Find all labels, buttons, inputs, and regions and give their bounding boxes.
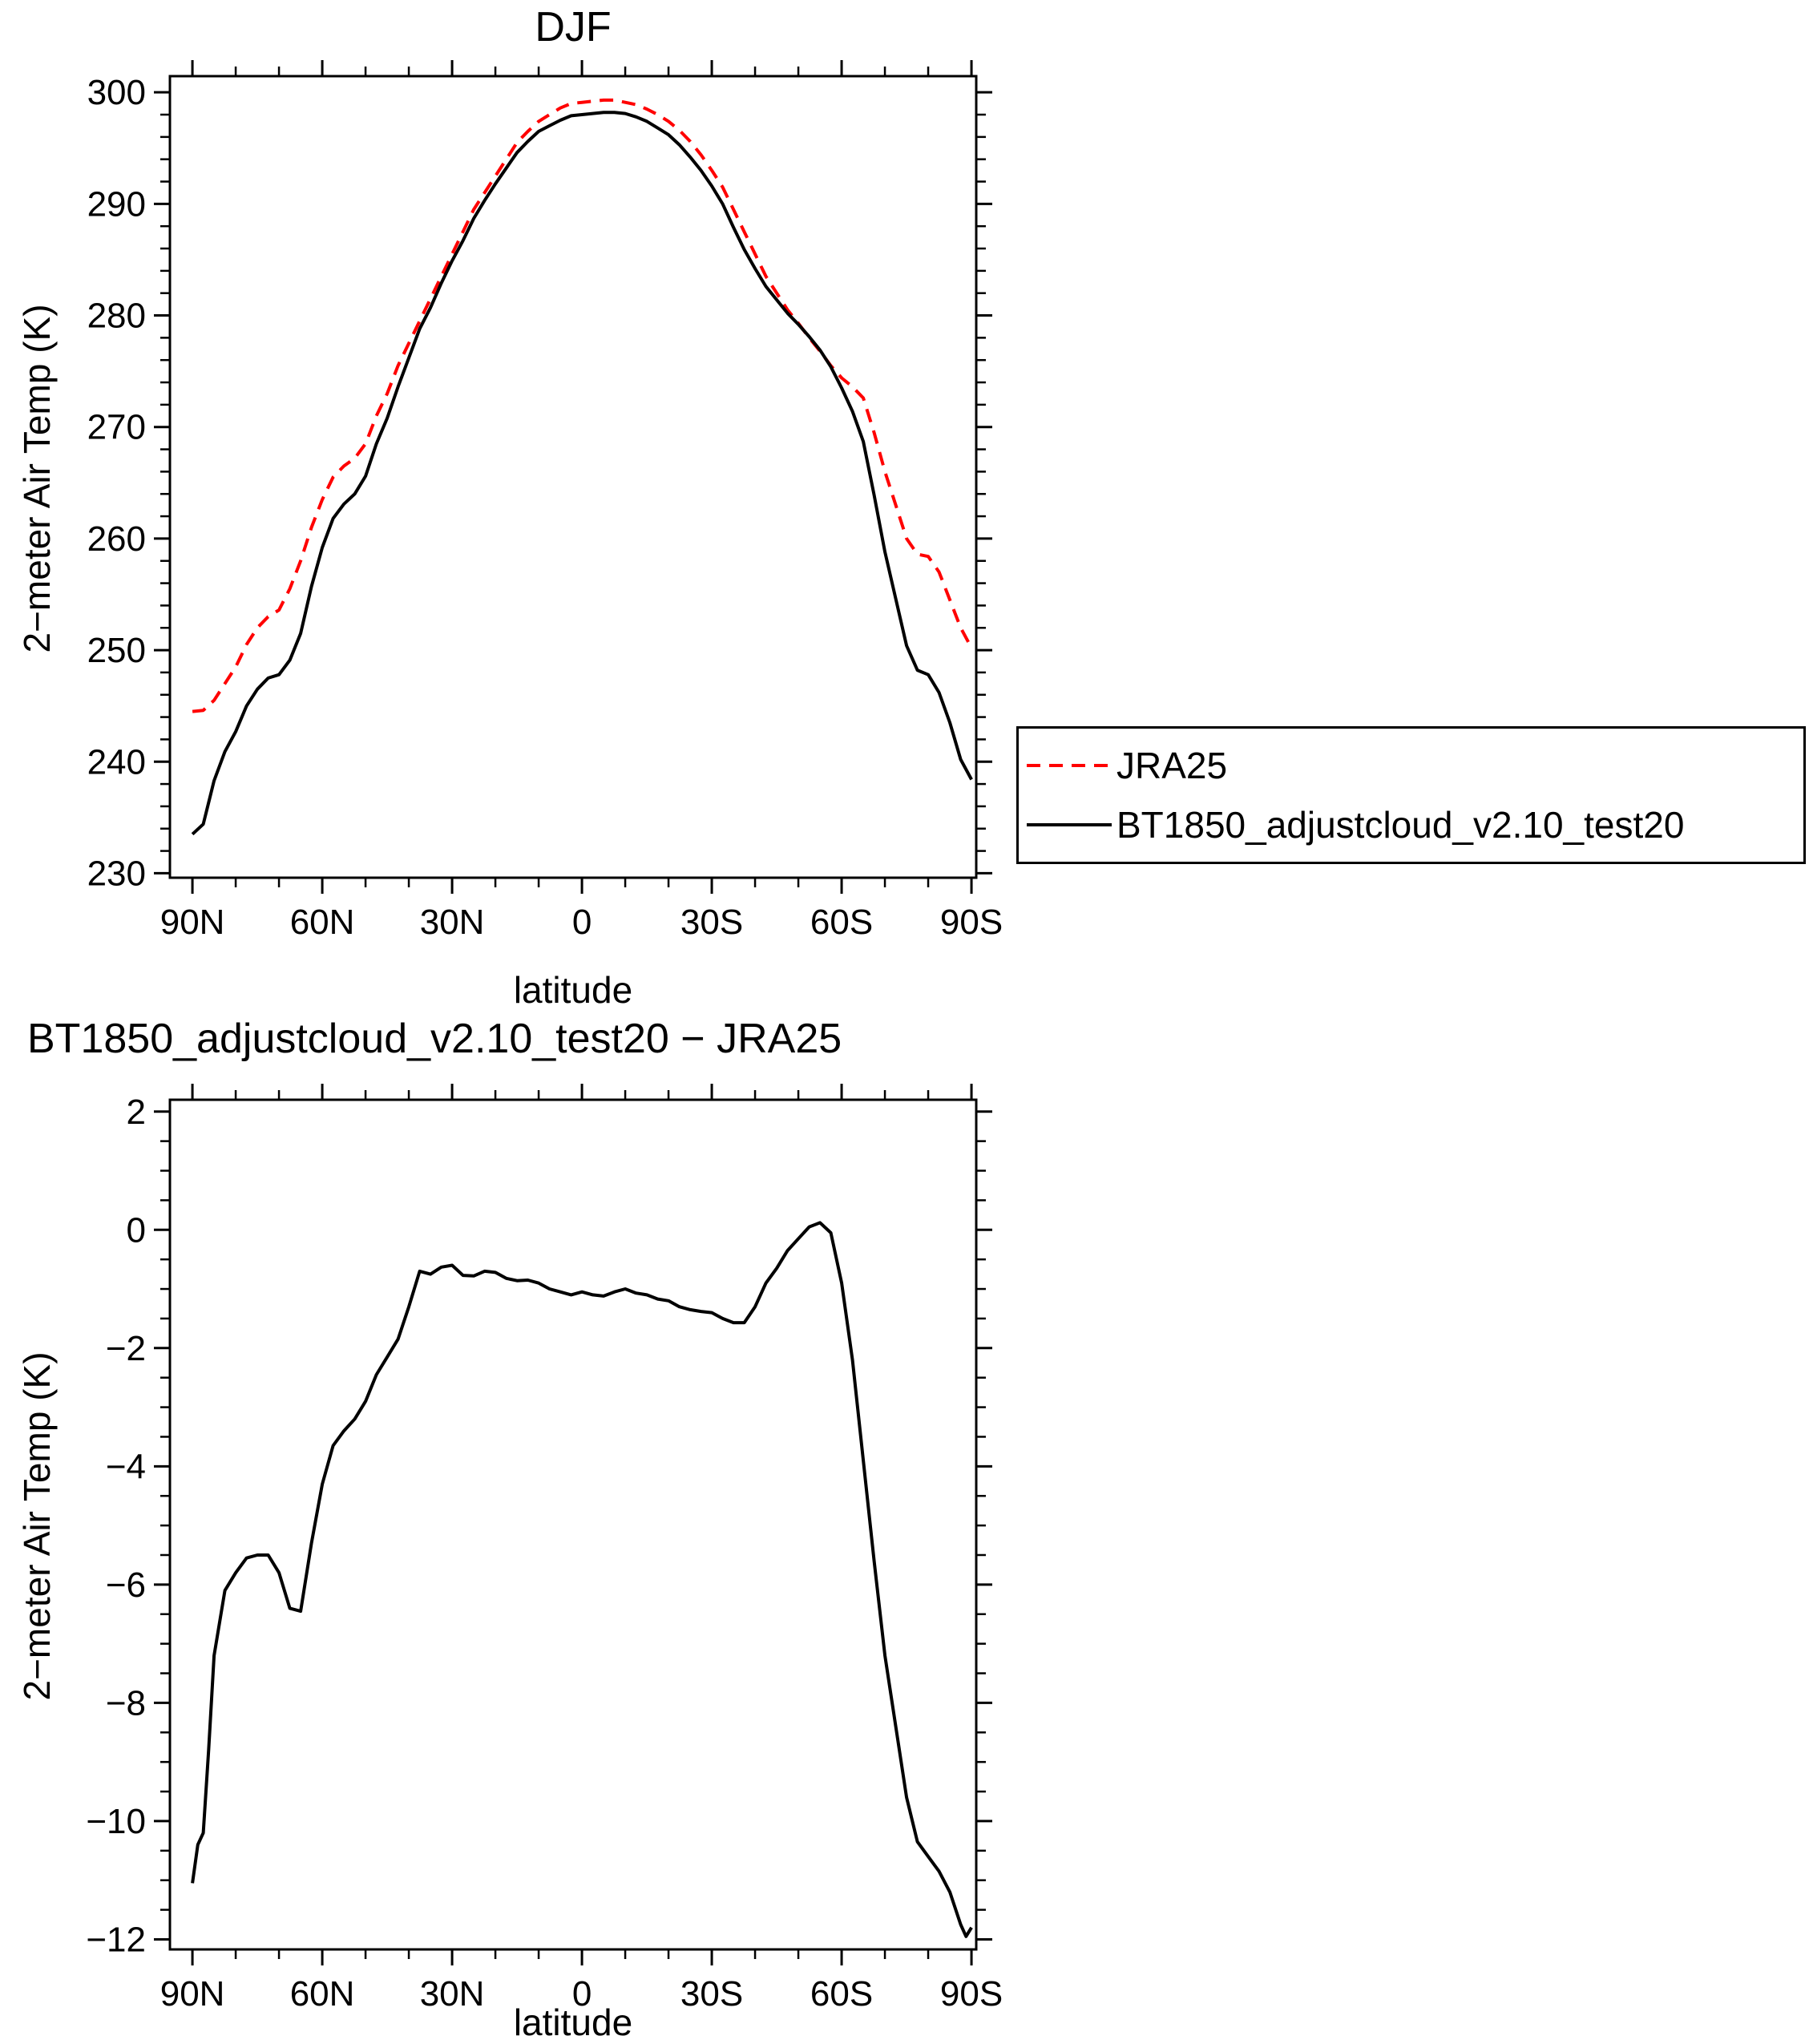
svg-text:−10: −10 bbox=[86, 1802, 146, 1841]
svg-text:250: 250 bbox=[87, 631, 146, 670]
svg-text:30N: 30N bbox=[420, 1974, 485, 2014]
svg-text:260: 260 bbox=[87, 519, 146, 559]
bt1850_minus_jra25-line bbox=[191, 1221, 973, 1938]
jra25-line bbox=[192, 98, 973, 713]
svg-text:90N: 90N bbox=[160, 903, 225, 942]
legend: JRA25 BT1850_adjustcloud_v2.10_test20 bbox=[1016, 726, 1806, 864]
svg-text:290: 290 bbox=[87, 184, 146, 224]
svg-text:240: 240 bbox=[87, 742, 146, 782]
svg-text:60S: 60S bbox=[810, 903, 873, 942]
svg-text:300: 300 bbox=[87, 73, 146, 112]
bottom-chart-title: BT1850_adjustcloud_v2.10_test20 − JRA25 bbox=[27, 1016, 842, 1062]
dashed-line-sample-icon bbox=[1027, 764, 1112, 768]
svg-text:0: 0 bbox=[127, 1210, 146, 1250]
svg-text:−2: −2 bbox=[106, 1329, 146, 1368]
svg-text:30N: 30N bbox=[420, 903, 485, 942]
top-x-axis-label: latitude bbox=[513, 969, 633, 1011]
svg-text:0: 0 bbox=[572, 1974, 592, 2014]
svg-text:2: 2 bbox=[127, 1093, 146, 1132]
bottom-y-axis-label: 2−meter Air Temp (K) bbox=[16, 1351, 58, 1701]
bottom-x-axis-label: latitude bbox=[513, 2002, 633, 2043]
legend-label-jra25: JRA25 bbox=[1116, 745, 1228, 787]
svg-text:90N: 90N bbox=[160, 1974, 225, 2014]
svg-text:90S: 90S bbox=[940, 903, 1003, 942]
legend-entry-bt1850: BT1850_adjustcloud_v2.10_test20 bbox=[1027, 803, 1803, 846]
svg-text:60S: 60S bbox=[810, 1974, 873, 2014]
svg-text:−8: −8 bbox=[106, 1683, 146, 1723]
svg-text:60N: 60N bbox=[290, 903, 355, 942]
svg-text:30S: 30S bbox=[680, 903, 743, 942]
svg-text:−12: −12 bbox=[86, 1920, 146, 1959]
legend-entry-jra25: JRA25 bbox=[1027, 744, 1803, 787]
svg-text:−4: −4 bbox=[106, 1447, 146, 1486]
bt1850-line bbox=[191, 111, 973, 836]
svg-text:30S: 30S bbox=[680, 1974, 743, 2014]
top-chart-title: DJF bbox=[535, 4, 612, 50]
svg-text:−6: −6 bbox=[106, 1565, 146, 1605]
svg-text:0: 0 bbox=[572, 903, 592, 942]
svg-text:280: 280 bbox=[87, 297, 146, 336]
svg-text:60N: 60N bbox=[290, 1974, 355, 2014]
solid-line-sample-icon bbox=[1027, 822, 1112, 826]
difference-plot: 90N 60N 30N 0 30S 60S 90S 2 0 −2 −4 −6 −8 −10 −12 bbox=[86, 1084, 1003, 2014]
top-y-axis-label: 2−meter Air Temp (K) bbox=[16, 304, 58, 653]
svg-text:270: 270 bbox=[87, 408, 146, 447]
legend-label-bt1850: BT1850_adjustcloud_v2.10_test20 bbox=[1116, 803, 1685, 846]
svg-text:230: 230 bbox=[87, 854, 146, 893]
djf-plot: 90N 60N 30N 0 30S 60S 90S 230 240 250 260 270 280 290… bbox=[87, 60, 1003, 942]
svg-text:90S: 90S bbox=[940, 1974, 1003, 2014]
